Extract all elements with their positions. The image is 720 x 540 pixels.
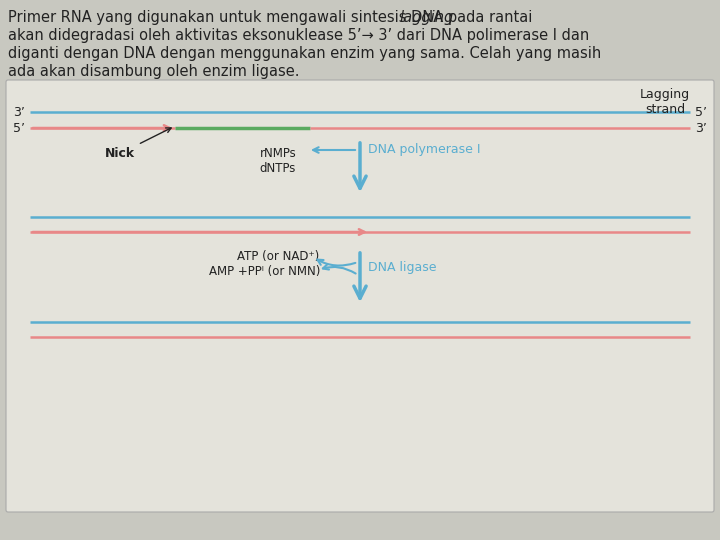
FancyBboxPatch shape: [6, 80, 714, 512]
Text: Primer RNA yang digunakan untuk mengawali sintesis DNA pada rantai: Primer RNA yang digunakan untuk mengawal…: [8, 10, 537, 25]
Text: 3’: 3’: [695, 122, 707, 134]
Text: Nick: Nick: [105, 128, 171, 160]
Text: AMP +PPᴵ (or NMN): AMP +PPᴵ (or NMN): [210, 265, 320, 278]
Text: dNTPs: dNTPs: [260, 162, 296, 175]
Text: ATP (or NAD⁺): ATP (or NAD⁺): [237, 250, 319, 263]
Text: 5’: 5’: [13, 122, 25, 134]
Text: lagging: lagging: [400, 10, 454, 25]
Text: rNMPs: rNMPs: [260, 147, 297, 160]
Text: Lagging
strand: Lagging strand: [640, 88, 690, 116]
Text: akan didegradasi oleh aktivitas eksonuklease 5’→ 3’ dari DNA polimerase I dan: akan didegradasi oleh aktivitas eksonukl…: [8, 28, 589, 43]
Text: ada akan disambung oleh enzim ligase.: ada akan disambung oleh enzim ligase.: [8, 64, 300, 79]
Text: 5’: 5’: [695, 105, 707, 118]
Text: DNA ligase: DNA ligase: [368, 260, 436, 273]
Text: 3’: 3’: [13, 105, 25, 118]
Text: DNA polymerase I: DNA polymerase I: [368, 144, 480, 157]
Text: diganti dengan DNA dengan menggunakan enzim yang sama. Celah yang masih: diganti dengan DNA dengan menggunakan en…: [8, 46, 601, 61]
